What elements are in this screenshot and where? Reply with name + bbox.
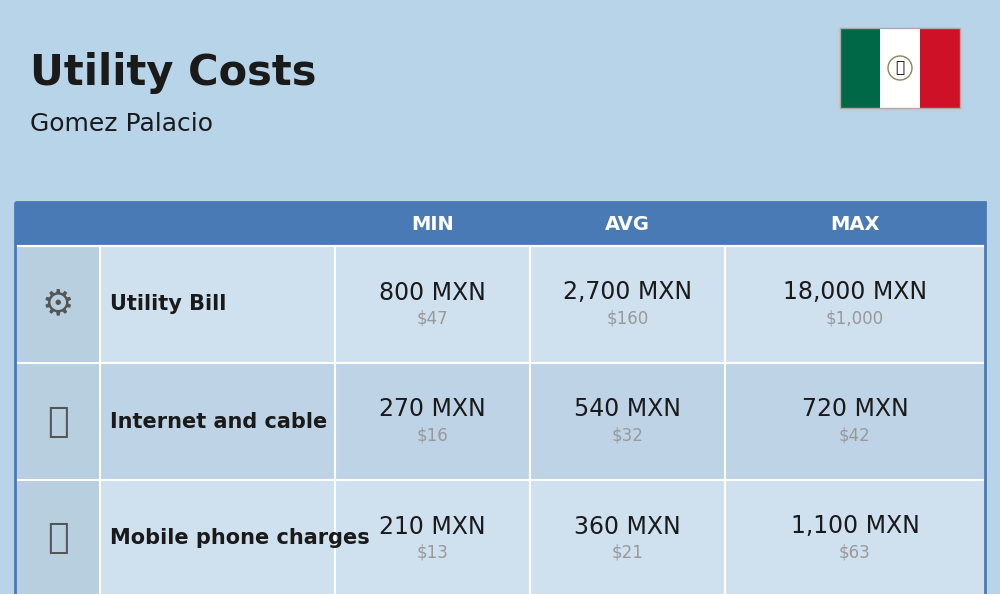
Text: Gomez Palacio: Gomez Palacio: [30, 112, 213, 136]
Bar: [15, 202, 985, 594]
Text: 2,700 MXN: 2,700 MXN: [563, 280, 692, 305]
Text: Utility Bill: Utility Bill: [110, 295, 226, 314]
Bar: [15, 480, 985, 594]
Bar: [15, 363, 100, 480]
Bar: [15, 246, 100, 363]
Text: $160: $160: [606, 309, 649, 327]
Text: 📡: 📡: [47, 405, 68, 438]
Text: $21: $21: [612, 544, 643, 561]
Text: Utility Costs: Utility Costs: [30, 52, 316, 94]
FancyBboxPatch shape: [836, 28, 964, 112]
Text: 18,000 MXN: 18,000 MXN: [783, 280, 927, 305]
Text: 🦅: 🦅: [895, 61, 905, 75]
Bar: [15, 202, 985, 246]
Text: $16: $16: [417, 426, 448, 444]
Text: 800 MXN: 800 MXN: [379, 280, 486, 305]
Bar: [15, 480, 100, 594]
Text: ⚙: ⚙: [41, 287, 74, 321]
Text: 270 MXN: 270 MXN: [379, 397, 486, 422]
Text: AVG: AVG: [605, 214, 650, 233]
Bar: [840, 28, 880, 108]
Text: 1,100 MXN: 1,100 MXN: [791, 514, 919, 539]
Text: $42: $42: [839, 426, 871, 444]
Text: Internet and cable: Internet and cable: [110, 412, 327, 431]
Text: $1,000: $1,000: [826, 309, 884, 327]
Text: 210 MXN: 210 MXN: [379, 514, 486, 539]
Text: $32: $32: [612, 426, 643, 444]
Text: MIN: MIN: [411, 214, 454, 233]
Text: 720 MXN: 720 MXN: [802, 397, 908, 422]
Text: MAX: MAX: [830, 214, 880, 233]
Bar: [15, 363, 985, 480]
Text: $63: $63: [839, 544, 871, 561]
Text: Mobile phone charges: Mobile phone charges: [110, 529, 370, 548]
Bar: [920, 28, 960, 108]
Text: 360 MXN: 360 MXN: [574, 514, 681, 539]
Text: $47: $47: [417, 309, 448, 327]
Text: $13: $13: [417, 544, 448, 561]
Bar: [880, 28, 920, 108]
Text: 📱: 📱: [47, 522, 68, 555]
Bar: [15, 246, 985, 363]
Text: 540 MXN: 540 MXN: [574, 397, 681, 422]
